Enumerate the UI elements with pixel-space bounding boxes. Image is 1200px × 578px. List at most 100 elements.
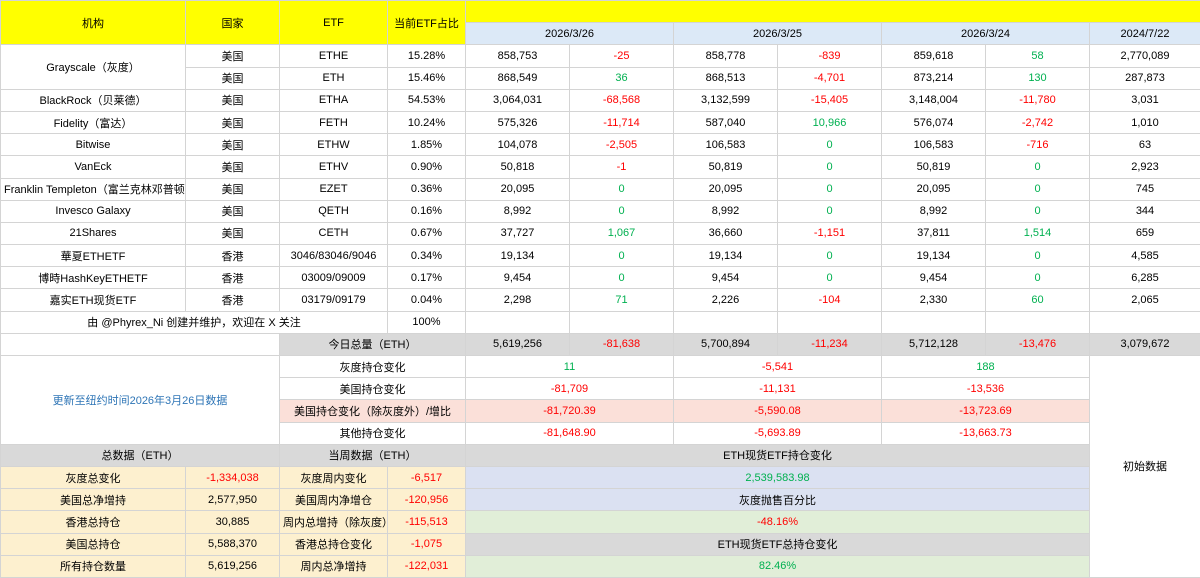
- summary-total-header: 总数据（ETH）: [1, 444, 280, 466]
- change-cell: -4,701: [778, 67, 882, 89]
- summary-week-value: -6,517: [388, 466, 466, 488]
- holding-cell: 19,134: [466, 245, 570, 267]
- country-cell: 美国: [186, 111, 280, 133]
- institution-name: 嘉实ETH现货ETF: [1, 289, 186, 311]
- summary-right: ETH现货ETF总持仓变化: [466, 533, 1090, 555]
- holding-cell: 3,064,031: [466, 89, 570, 111]
- summary-label: 香港总持仓: [1, 511, 186, 533]
- holding-cell: 3,132,599: [674, 89, 778, 111]
- summary-week-value: -115,513: [388, 511, 466, 533]
- etf-ticker: ETH: [280, 67, 388, 89]
- country-cell: 美国: [186, 200, 280, 222]
- initial-cell: 287,873: [1090, 67, 1200, 89]
- holding-cell: 858,753: [466, 45, 570, 67]
- country-cell: 美国: [186, 89, 280, 111]
- change-cell: 0: [778, 267, 882, 289]
- holding-cell: 50,818: [466, 156, 570, 178]
- etf-ticker: ETHV: [280, 156, 388, 178]
- change-cell: -15,405: [778, 89, 882, 111]
- share-cell: 0.67%: [388, 222, 466, 244]
- share-cell: 54.53%: [388, 89, 466, 111]
- credit-share: 100%: [388, 311, 466, 333]
- etf-ticker: QETH: [280, 200, 388, 222]
- country-cell: 香港: [186, 289, 280, 311]
- holding-cell: 50,819: [674, 156, 778, 178]
- summary-value: -1,334,038: [186, 466, 280, 488]
- etf-ticker: ETHW: [280, 134, 388, 156]
- empty-cell: [570, 311, 674, 333]
- empty-cell: [1090, 311, 1200, 333]
- share-cell: 15.46%: [388, 67, 466, 89]
- holding-cell: 20,095: [882, 178, 986, 200]
- etf-ticker: EZET: [280, 178, 388, 200]
- summary-label: 美国总净增持: [1, 489, 186, 511]
- summary-week-label: 香港总持仓变化: [280, 533, 388, 555]
- summary-week-label: 周内总增持（除灰度）: [280, 511, 388, 533]
- share-cell: 0.17%: [388, 267, 466, 289]
- change-cell: -68,568: [570, 89, 674, 111]
- initial-cell: 3,031: [1090, 89, 1200, 111]
- holding-cell: 106,583: [674, 134, 778, 156]
- holding-cell: 868,513: [674, 67, 778, 89]
- etf-ticker: ETHA: [280, 89, 388, 111]
- change-row-label: 美国持仓变化: [280, 378, 466, 400]
- initial-cell: 2,923: [1090, 156, 1200, 178]
- empty-cell: [466, 311, 570, 333]
- change-row-value: -11,131: [674, 378, 882, 400]
- country-cell: 美国: [186, 45, 280, 67]
- initial-cell: 4,585: [1090, 245, 1200, 267]
- holding-cell: 8,992: [466, 200, 570, 222]
- today-total-holding: 5,700,894: [674, 333, 778, 355]
- summary-flow-header: ETH现货ETF持仓变化: [466, 444, 1090, 466]
- change-cell: 60: [986, 289, 1090, 311]
- summary-week-value: -1,075: [388, 533, 466, 555]
- holding-cell: 37,727: [466, 222, 570, 244]
- initial-cell: 63: [1090, 134, 1200, 156]
- change-row-value: -5,590.08: [674, 400, 882, 422]
- today-total-holding: 5,619,256: [466, 333, 570, 355]
- holding-cell: 576,074: [882, 111, 986, 133]
- change-cell: 0: [778, 156, 882, 178]
- change-cell: -1: [570, 156, 674, 178]
- header-initial-date: 2024/7/22: [1090, 23, 1200, 45]
- share-cell: 0.34%: [388, 245, 466, 267]
- header-etf: ETF: [280, 1, 388, 45]
- holding-cell: 50,819: [882, 156, 986, 178]
- etf-ticker: 03009/09009: [280, 267, 388, 289]
- summary-label: 灰度总变化: [1, 466, 186, 488]
- holding-cell: 36,660: [674, 222, 778, 244]
- summary-week-label: 周内总净增持: [280, 555, 388, 577]
- holding-cell: 19,134: [882, 245, 986, 267]
- change-row-value: -81,720.39: [466, 400, 674, 422]
- today-total-change: -81,638: [570, 333, 674, 355]
- change-cell: -839: [778, 45, 882, 67]
- change-cell: -2,742: [986, 111, 1090, 133]
- holding-cell: 8,992: [674, 200, 778, 222]
- institution-name: Bitwise: [1, 134, 186, 156]
- change-cell: 0: [986, 200, 1090, 222]
- header-date-3: 2026/3/24: [882, 23, 1090, 45]
- summary-right: -48.16%: [466, 511, 1090, 533]
- change-cell: 0: [778, 245, 882, 267]
- change-cell: -25: [570, 45, 674, 67]
- change-row-label: 灰度持仓变化: [280, 356, 466, 378]
- holding-cell: 9,454: [466, 267, 570, 289]
- change-cell: 0: [986, 178, 1090, 200]
- change-row-value: -13,723.69: [882, 400, 1090, 422]
- share-cell: 0.90%: [388, 156, 466, 178]
- change-cell: 1,067: [570, 222, 674, 244]
- share-cell: 0.04%: [388, 289, 466, 311]
- change-cell: 0: [778, 200, 882, 222]
- summary-week-label: 美国周内净增仓: [280, 489, 388, 511]
- initial-cell: 2,770,089: [1090, 45, 1200, 67]
- institution-name: Invesco Galaxy: [1, 200, 186, 222]
- header-country: 国家: [186, 1, 280, 45]
- header-share: 当前ETF占比: [388, 1, 466, 45]
- change-cell: 0: [986, 156, 1090, 178]
- initial-cell: 659: [1090, 222, 1200, 244]
